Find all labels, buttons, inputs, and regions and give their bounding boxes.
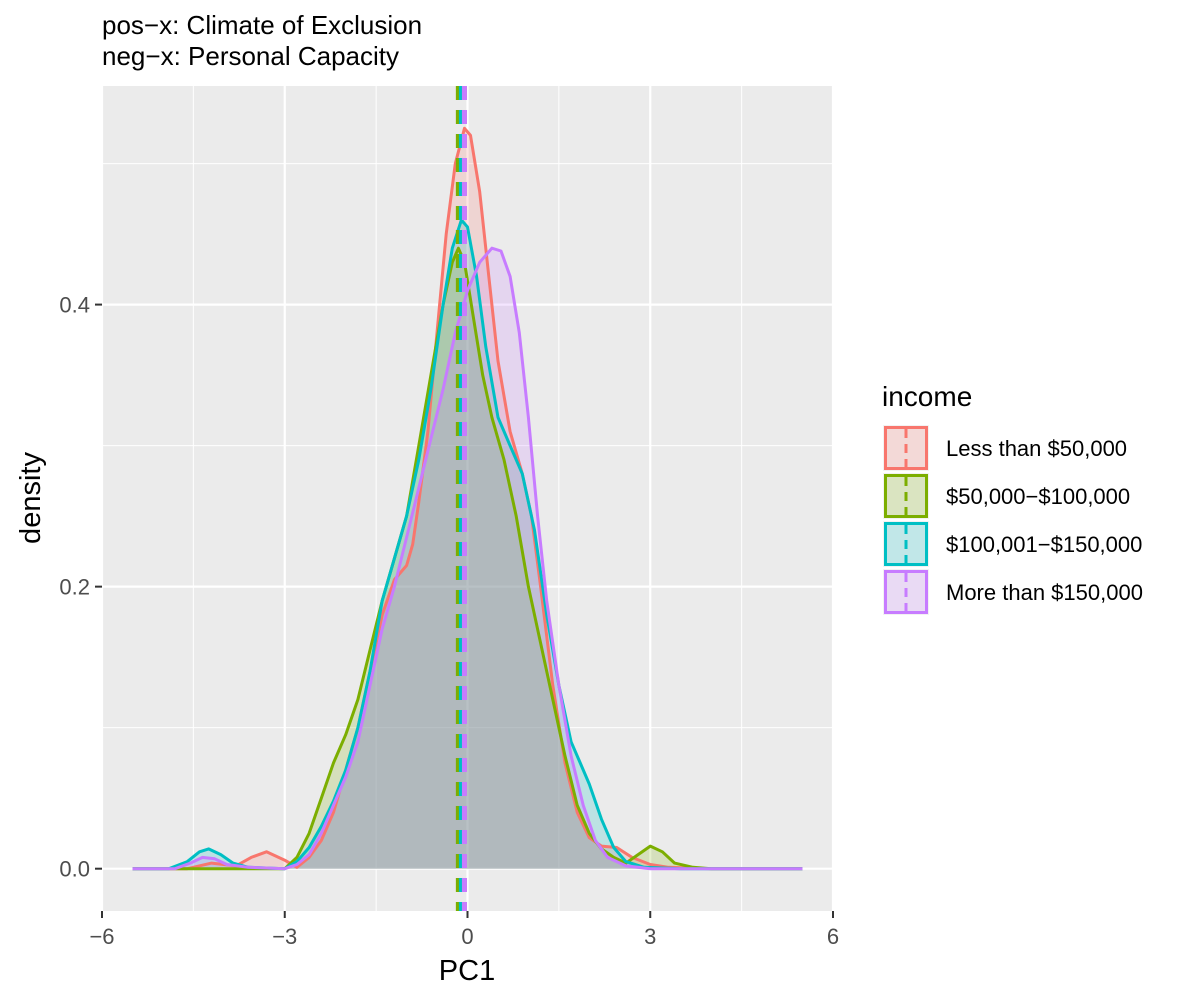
legend-label-3: More than $150,000 — [946, 580, 1143, 605]
x-tick-label: 0 — [461, 924, 473, 949]
y-axis-label: density — [15, 452, 47, 544]
legend-label-2: $100,001−$150,000 — [946, 532, 1142, 557]
density-area-0 — [132, 128, 803, 869]
major-gridlines — [100, 86, 835, 911]
y-axis: 0.0 0.2 0.4 — [59, 293, 102, 882]
legend-label-1: $50,000−$100,000 — [946, 484, 1130, 509]
density-area-1 — [132, 248, 803, 869]
density-area-3 — [132, 248, 803, 869]
x-axis-label: PC1 — [439, 955, 495, 987]
legend-key-1 — [883, 473, 929, 519]
legend-key-3 — [883, 569, 929, 615]
legend-key-2 — [883, 521, 929, 567]
chart-title: pos−x: Climate of Exclusion — [102, 10, 422, 40]
legend: income Less than $50,000 $50,000−$100,000… — [882, 381, 1143, 615]
legend-title: income — [882, 381, 972, 412]
density-line-0 — [132, 126, 803, 871]
x-axis: −6 −3 0 3 6 — [89, 911, 839, 949]
x-tick-label: −3 — [272, 924, 297, 949]
x-tick-label: 3 — [644, 924, 656, 949]
legend-label-0: Less than $50,000 — [946, 436, 1127, 461]
density-line-1 — [132, 246, 803, 871]
y-tick-label: 0.0 — [59, 857, 90, 882]
y-tick-label: 0.4 — [59, 293, 90, 318]
density-area-2 — [132, 220, 803, 869]
x-tick-label: 6 — [827, 924, 839, 949]
density-areas — [132, 128, 803, 869]
x-tick-label: −6 — [89, 924, 114, 949]
y-tick-label: 0.2 — [59, 575, 90, 600]
density-lines — [132, 126, 803, 871]
mean-lines — [455, 86, 467, 911]
chart-subtitle: neg−x: Personal Capacity — [102, 41, 399, 71]
density-line-3 — [132, 246, 803, 871]
legend-key-0 — [883, 425, 929, 471]
